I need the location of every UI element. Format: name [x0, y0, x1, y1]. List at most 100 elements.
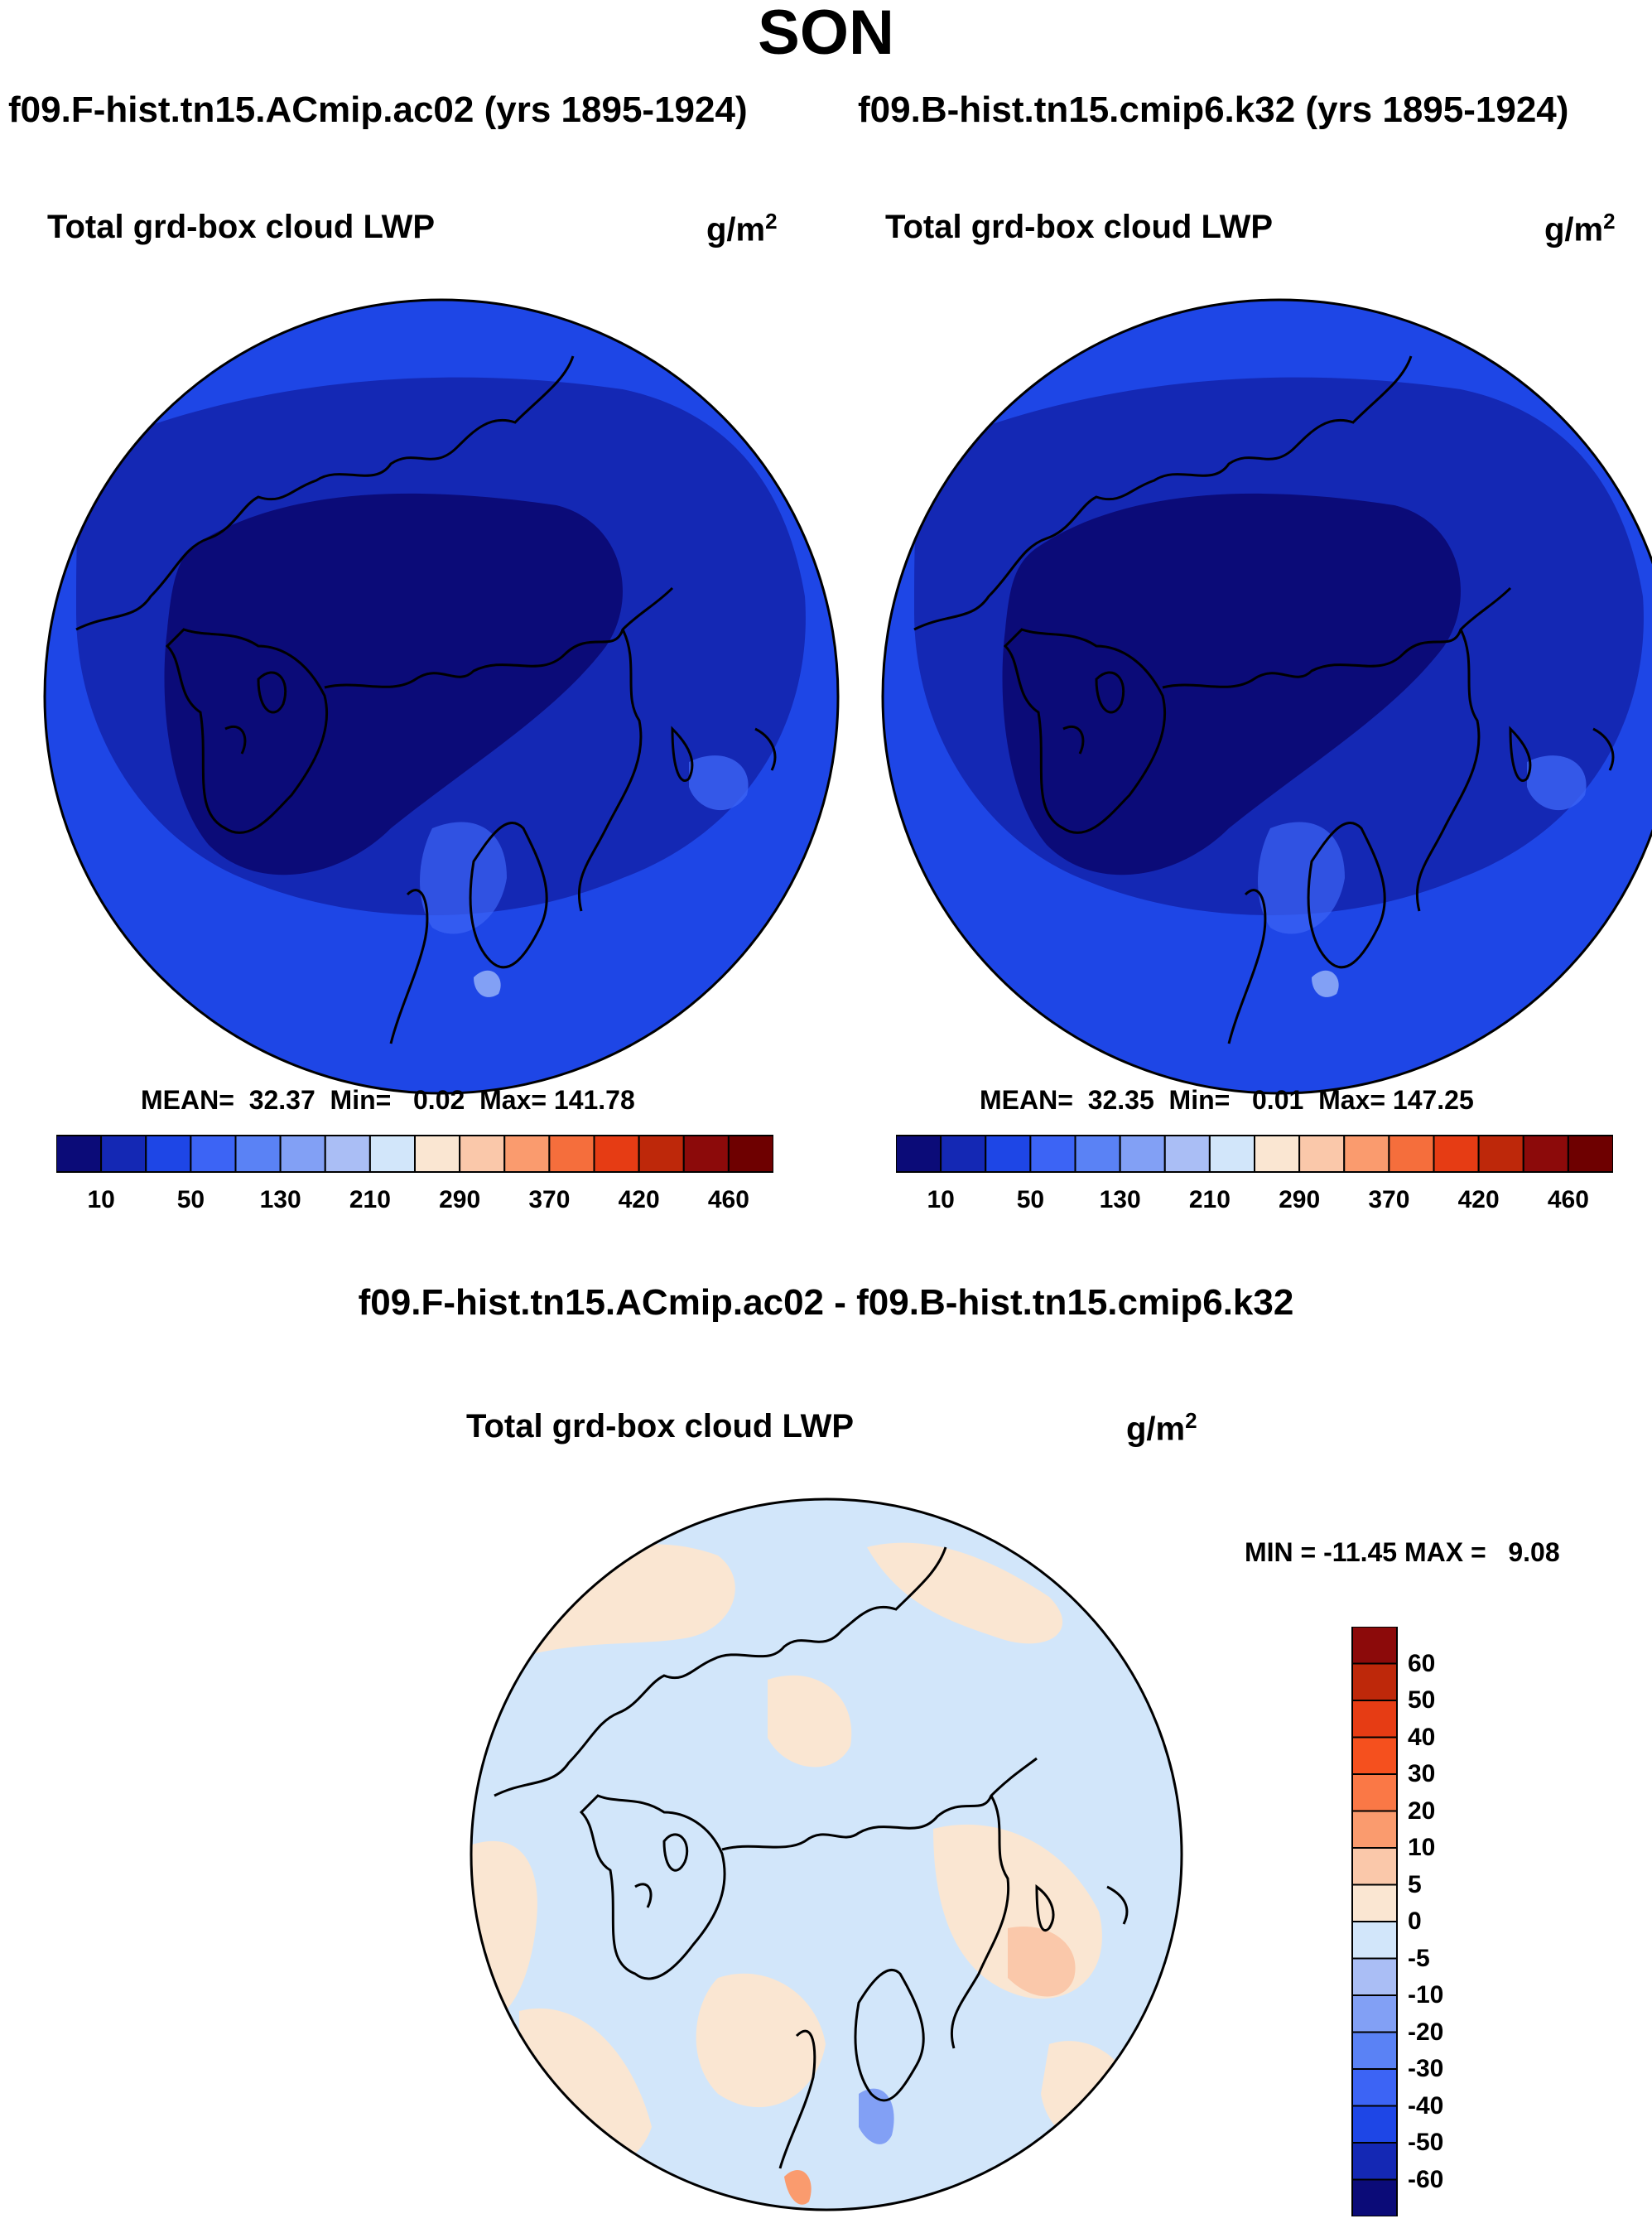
right-case-title: f09.B-hist.tn15.cmip6.k32 (yrs 1895-1924… [858, 89, 1569, 130]
colorbar-swatch [503, 1135, 551, 1173]
colorbar-tick-label: 10 [1408, 1834, 1436, 1861]
colorbar-swatch [638, 1135, 685, 1173]
coastlines [75, 355, 777, 1044]
colorbar-swatch [896, 1135, 942, 1173]
colorbar-swatch [1351, 2178, 1398, 2216]
colorbar-swatch [1351, 1627, 1398, 1665]
colorbar-tick-label: 50 [1408, 1686, 1436, 1714]
low-lwp-region [1002, 493, 1461, 875]
colorbar-tick-label: 290 [1279, 1186, 1321, 1213]
colorbar-swatch [1477, 1135, 1524, 1173]
colorbar-tick-label: -10 [1408, 1981, 1444, 2009]
colorbar-tick-label: 130 [1099, 1186, 1141, 1213]
colorbar-tick-label: -20 [1408, 2018, 1444, 2046]
colorbar-tick-label: -5 [1408, 1944, 1430, 1972]
colorbar-tick-label: 420 [618, 1186, 660, 1213]
colorbar-swatch [1351, 1810, 1398, 1849]
colorbar-swatch [1351, 1773, 1398, 1812]
figure-title: SON [758, 0, 894, 68]
colorbar-tick-label: 460 [1547, 1186, 1589, 1213]
colorbar-swatch [1343, 1135, 1390, 1173]
left-variable-label: Total grd-box cloud LWP [47, 209, 436, 245]
colorbar-swatch [1074, 1135, 1121, 1173]
coastlines [494, 1546, 1129, 2169]
colorbar-tick-label: 460 [707, 1186, 749, 1213]
colorbar-swatch [414, 1135, 461, 1173]
colorbar-swatch [1351, 1921, 1398, 1960]
colorbar-swatch [1351, 1662, 1398, 1701]
colorbar-swatch [190, 1135, 237, 1173]
colorbar-swatch [1522, 1135, 1569, 1173]
colorbar-swatch [1351, 2142, 1398, 2181]
left-stats-line: MEAN= 32.37 Min= 0.02 Max= 141.78 [141, 1085, 635, 1115]
left-colorbar-ticks: 10 50 130 210 290 370 420 460 [56, 1186, 773, 1219]
colorbar-swatch [1254, 1135, 1301, 1173]
colorbar-swatch [1351, 1994, 1398, 2033]
low-lwp-region [164, 493, 623, 875]
colorbar-swatch [1433, 1135, 1480, 1173]
colorbar-swatch [1208, 1135, 1255, 1173]
colorbar-tick-label: 420 [1457, 1186, 1500, 1213]
colorbar-swatch [1388, 1135, 1435, 1173]
colorbar-swatch [1351, 1700, 1398, 1739]
difference-colorbar [1351, 1627, 1398, 2216]
colorbar-tick-label: -30 [1408, 2055, 1444, 2082]
colorbar-tick-label: 50 [1016, 1186, 1045, 1213]
colorbar-tick-label: 5 [1408, 1870, 1422, 1898]
colorbar-swatch [1351, 2031, 1398, 2070]
colorbar-swatch [1119, 1135, 1166, 1173]
colorbar-tick-label: 50 [176, 1186, 205, 1213]
colorbar-swatch [727, 1135, 773, 1173]
colorbar-swatch [56, 1135, 103, 1173]
right-stats-line: MEAN= 32.35 Min= 0.01 Max= 147.25 [980, 1085, 1474, 1115]
right-units-label: g/m2 [1544, 209, 1616, 248]
colorbar-swatch [593, 1135, 640, 1173]
diff-units-label: g/m2 [1126, 1408, 1197, 1448]
colorbar-tick-label: 210 [349, 1186, 391, 1213]
colorbar-swatch [234, 1135, 282, 1173]
left-case-title: f09.F-hist.tn15.ACmip.ac02 (yrs 1895-192… [8, 89, 748, 130]
colorbar-swatch [459, 1135, 506, 1173]
colorbar-swatch [1298, 1135, 1346, 1173]
colorbar-tick-label: 30 [1408, 1760, 1436, 1787]
left-polar-map [43, 298, 840, 1095]
colorbar-swatch [145, 1135, 192, 1173]
colorbar-tick-label: 0 [1408, 1907, 1422, 1935]
right-colorbar-ticks: 10 50 130 210 290 370 420 460 [896, 1186, 1613, 1219]
colorbar-swatch [1567, 1135, 1613, 1173]
colorbar-swatch [1351, 1847, 1398, 1886]
colorbar-tick-label: 20 [1408, 1797, 1436, 1825]
colorbar-swatch [1163, 1135, 1211, 1173]
colorbar-tick-label: 40 [1408, 1723, 1436, 1751]
colorbar-tick-label: 60 [1408, 1649, 1436, 1677]
colorbar-swatch [682, 1135, 730, 1173]
difference-colorbar-ticks: 60 50 40 30 20 10 5 0 -5 -10 -20 -30 -40 -50 -60 [1408, 1627, 1482, 2216]
colorbar-swatch [985, 1135, 1032, 1173]
right-variable-label: Total grd-box cloud LWP [885, 209, 1274, 245]
colorbar-tick-label: -50 [1408, 2129, 1444, 2156]
colorbar-swatch [368, 1135, 416, 1173]
colorbar-swatch [1351, 1736, 1398, 1775]
colorbar-tick-label: -40 [1408, 2091, 1444, 2120]
colorbar-tick-label: 370 [528, 1186, 571, 1213]
colorbar-swatch [1351, 2105, 1398, 2144]
colorbar-swatch [1351, 1883, 1398, 1922]
right-polar-map [881, 298, 1652, 1095]
diff-variable-label: Total grd-box cloud LWP [466, 1408, 855, 1444]
colorbar-swatch [324, 1135, 371, 1173]
colorbar-tick-label: 10 [927, 1186, 955, 1213]
colorbar-tick-label: -60 [1408, 2165, 1444, 2193]
colorbar-tick-label: 10 [87, 1186, 115, 1213]
difference-polar-map [470, 1498, 1183, 2211]
colorbar-swatch [279, 1135, 326, 1173]
colorbar-tick-label: 130 [259, 1186, 301, 1213]
diff-minmax-line: MIN = -11.45 MAX = 9.08 [1245, 1537, 1560, 1567]
difference-title: f09.F-hist.tn15.ACmip.ac02 - f09.B-hist.… [358, 1282, 1294, 1323]
colorbar-swatch [1351, 1957, 1398, 1996]
colorbar-tick-label: 210 [1188, 1186, 1231, 1213]
colorbar-swatch [548, 1135, 595, 1173]
coastlines [913, 355, 1615, 1044]
left-colorbar [56, 1135, 773, 1173]
colorbar-swatch [1351, 2068, 1398, 2107]
colorbar-tick-label: 290 [439, 1186, 481, 1213]
